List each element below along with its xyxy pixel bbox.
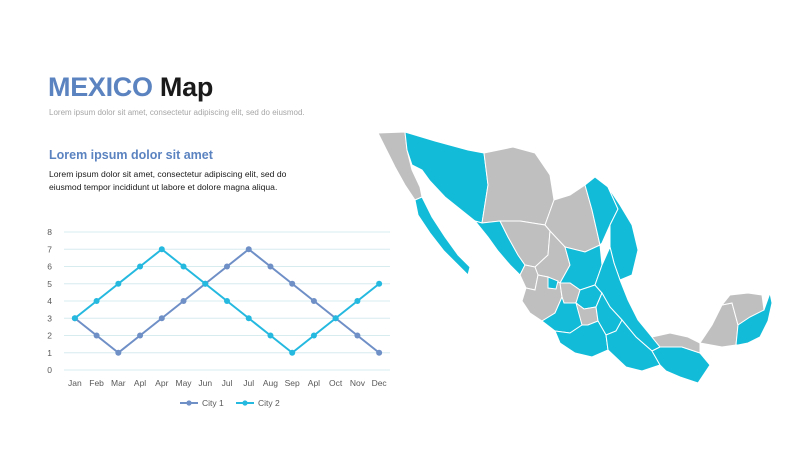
- data-point: [71, 315, 78, 322]
- chart-legend: City 1 City 2: [180, 398, 280, 408]
- y-tick-label: 5: [47, 279, 52, 289]
- legend-label: City 1: [202, 398, 224, 408]
- section-heading: Lorem ipsum dolor sit amet: [49, 148, 213, 162]
- data-point: [376, 349, 383, 356]
- data-point: [245, 315, 252, 322]
- data-point: [158, 315, 165, 322]
- x-tick-label: Nov: [350, 378, 366, 388]
- y-tick-label: 0: [47, 365, 52, 375]
- data-point: [289, 280, 296, 287]
- data-point: [137, 332, 144, 339]
- line-chart: 0 1 2 3 4 5 6 7 8 Jan Feb Mar Apl Apr May Jun Jul Jul Aug…: [47, 227, 390, 408]
- chart-series: [71, 246, 383, 356]
- data-point: [224, 298, 230, 304]
- x-tick-label: Jun: [198, 378, 212, 388]
- data-point: [245, 246, 252, 253]
- data-point: [180, 298, 187, 304]
- legend-swatch-marker: [186, 400, 192, 406]
- map-state-chiapas: [651, 346, 711, 384]
- map-state-tabasco: [651, 332, 701, 354]
- page-title: MEXICO Map: [48, 72, 213, 103]
- data-point: [310, 298, 317, 304]
- data-point: [289, 349, 296, 356]
- map-state-sonora: [404, 131, 489, 224]
- y-tick-label: 2: [47, 331, 52, 341]
- x-tick-label: Oct: [329, 378, 343, 388]
- x-tick-label: Mar: [111, 378, 126, 388]
- x-tick-label: Apr: [155, 378, 168, 388]
- data-point: [115, 349, 122, 356]
- data-point: [332, 315, 339, 322]
- y-axis-ticks: 0 1 2 3 4 5 6 7 8: [47, 227, 52, 375]
- x-tick-label: Feb: [89, 378, 104, 388]
- data-point: [115, 280, 122, 287]
- data-point: [93, 298, 100, 304]
- x-tick-label: Apl: [308, 378, 320, 388]
- data-point: [137, 263, 144, 270]
- x-tick-label: May: [176, 378, 193, 388]
- y-tick-label: 3: [47, 313, 52, 323]
- x-tick-label: Dec: [372, 378, 388, 388]
- data-point: [158, 246, 165, 253]
- title-accent: MEXICO: [48, 72, 153, 102]
- y-tick-label: 4: [47, 296, 52, 306]
- y-tick-label: 7: [47, 244, 52, 254]
- data-point: [267, 263, 274, 270]
- y-tick-label: 6: [47, 262, 52, 272]
- data-point: [310, 332, 317, 339]
- title-rest: Map: [159, 72, 214, 102]
- map-state-aguascalientes: [547, 276, 559, 290]
- x-axis-ticks: Jan Feb Mar Apl Apr May Jun Jul Jul Aug Sep Apl Oct N…: [68, 378, 387, 388]
- map-state-baja-california-sur: [414, 196, 471, 276]
- data-point: [224, 263, 230, 270]
- y-tick-label: 8: [47, 227, 52, 237]
- x-tick-label: Apl: [134, 378, 146, 388]
- x-tick-label: Sep: [285, 378, 300, 388]
- subtitle: Lorem ipsum dolor sit amet, consectetur …: [49, 108, 305, 117]
- map-state-chihuahua: [481, 146, 555, 226]
- mexico-map: [377, 131, 773, 384]
- legend-label: City 2: [258, 398, 280, 408]
- data-point: [180, 263, 187, 270]
- x-tick-label: Jan: [68, 378, 82, 388]
- x-tick-label: Aug: [263, 378, 278, 388]
- data-point: [267, 332, 274, 339]
- x-tick-label: Jul: [243, 378, 254, 388]
- data-point: [354, 298, 361, 304]
- map-state-campeche: [699, 302, 739, 348]
- data-point: [93, 332, 100, 339]
- data-point: [354, 332, 361, 339]
- map-state-quintana-roo: [735, 291, 773, 346]
- body-text: Lorem ipsum dolor sit amet, consectetur …: [49, 169, 287, 192]
- data-point: [202, 280, 209, 287]
- y-tick-label: 1: [47, 348, 52, 358]
- legend-swatch-marker: [242, 400, 248, 406]
- x-tick-label: Jul: [222, 378, 233, 388]
- data-point: [376, 280, 383, 287]
